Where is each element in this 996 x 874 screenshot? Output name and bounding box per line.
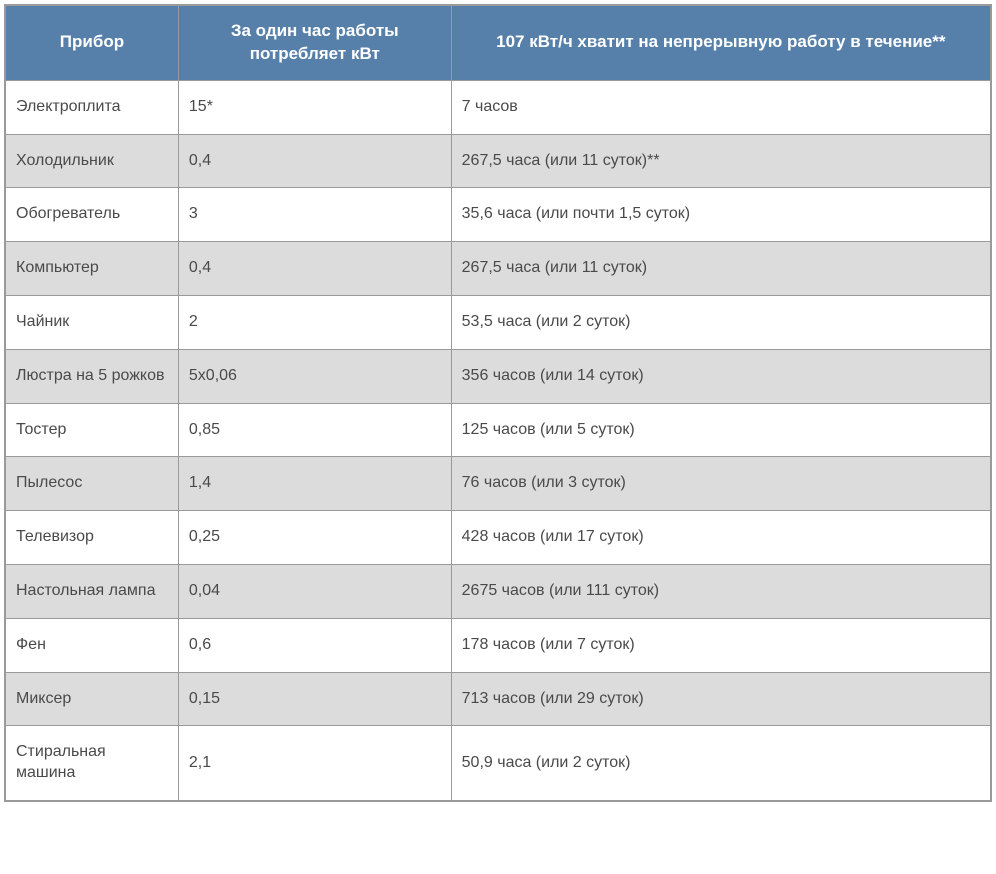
cell-device: Обогреватель — [6, 188, 179, 242]
cell-device: Миксер — [6, 672, 179, 726]
power-consumption-table-container: Прибор За один час работы потребляет кВт… — [4, 4, 992, 802]
table-row: Компьютер 0,4 267,5 часа (или 11 суток) — [6, 242, 991, 296]
cell-duration: 267,5 часа (или 11 суток)** — [451, 134, 990, 188]
cell-duration: 35,6 часа (или почти 1,5 суток) — [451, 188, 990, 242]
cell-duration: 50,9 часа (или 2 суток) — [451, 726, 990, 801]
table-row: Обогреватель 3 35,6 часа (или почти 1,5 … — [6, 188, 991, 242]
cell-duration: 178 часов (или 7 суток) — [451, 618, 990, 672]
table-header: Прибор За один час работы потребляет кВт… — [6, 6, 991, 81]
cell-consumption: 0,25 — [178, 511, 451, 565]
table-row: Тостер 0,85 125 часов (или 5 суток) — [6, 403, 991, 457]
cell-device: Люстра на 5 рожков — [6, 349, 179, 403]
table-row: Миксер 0,15 713 часов (или 29 суток) — [6, 672, 991, 726]
cell-duration: 2675 часов (или 111 суток) — [451, 565, 990, 619]
table-row: Чайник 2 53,5 часа (или 2 суток) — [6, 296, 991, 350]
power-consumption-table: Прибор За один час работы потребляет кВт… — [5, 5, 991, 801]
table-row: Стиральная машина 2,1 50,9 часа (или 2 с… — [6, 726, 991, 801]
cell-consumption: 15* — [178, 80, 451, 134]
table-row: Фен 0,6 178 часов (или 7 суток) — [6, 618, 991, 672]
cell-device: Стиральная машина — [6, 726, 179, 801]
column-header-consumption: За один час работы потребляет кВт — [178, 6, 451, 81]
cell-device: Фен — [6, 618, 179, 672]
cell-consumption: 0,85 — [178, 403, 451, 457]
cell-device: Телевизор — [6, 511, 179, 565]
column-header-duration: 107 кВт/ч хватит на непрерывную работу в… — [451, 6, 990, 81]
cell-device: Настольная лампа — [6, 565, 179, 619]
cell-duration: 713 часов (или 29 суток) — [451, 672, 990, 726]
table-row: Пылесос 1,4 76 часов (или 3 суток) — [6, 457, 991, 511]
table-row: Настольная лампа 0,04 2675 часов (или 11… — [6, 565, 991, 619]
cell-duration: 125 часов (или 5 суток) — [451, 403, 990, 457]
column-header-device: Прибор — [6, 6, 179, 81]
cell-consumption: 2 — [178, 296, 451, 350]
cell-duration: 356 часов (или 14 суток) — [451, 349, 990, 403]
cell-device: Компьютер — [6, 242, 179, 296]
cell-duration: 53,5 часа (или 2 суток) — [451, 296, 990, 350]
table-row: Холодильник 0,4 267,5 часа (или 11 суток… — [6, 134, 991, 188]
cell-consumption: 0,6 — [178, 618, 451, 672]
cell-consumption: 0,04 — [178, 565, 451, 619]
cell-consumption: 1,4 — [178, 457, 451, 511]
cell-consumption: 5x0,06 — [178, 349, 451, 403]
table-body: Электроплита 15* 7 часов Холодильник 0,4… — [6, 80, 991, 800]
cell-duration: 76 часов (или 3 суток) — [451, 457, 990, 511]
cell-consumption: 2,1 — [178, 726, 451, 801]
cell-duration: 428 часов (или 17 суток) — [451, 511, 990, 565]
cell-device: Тостер — [6, 403, 179, 457]
cell-device: Электроплита — [6, 80, 179, 134]
cell-device: Пылесос — [6, 457, 179, 511]
table-header-row: Прибор За один час работы потребляет кВт… — [6, 6, 991, 81]
cell-device: Холодильник — [6, 134, 179, 188]
cell-duration: 267,5 часа (или 11 суток) — [451, 242, 990, 296]
table-row: Электроплита 15* 7 часов — [6, 80, 991, 134]
cell-consumption: 0,4 — [178, 134, 451, 188]
cell-duration: 7 часов — [451, 80, 990, 134]
cell-consumption: 0,15 — [178, 672, 451, 726]
table-row: Телевизор 0,25 428 часов (или 17 суток) — [6, 511, 991, 565]
table-row: Люстра на 5 рожков 5x0,06 356 часов (или… — [6, 349, 991, 403]
cell-device: Чайник — [6, 296, 179, 350]
cell-consumption: 0,4 — [178, 242, 451, 296]
cell-consumption: 3 — [178, 188, 451, 242]
